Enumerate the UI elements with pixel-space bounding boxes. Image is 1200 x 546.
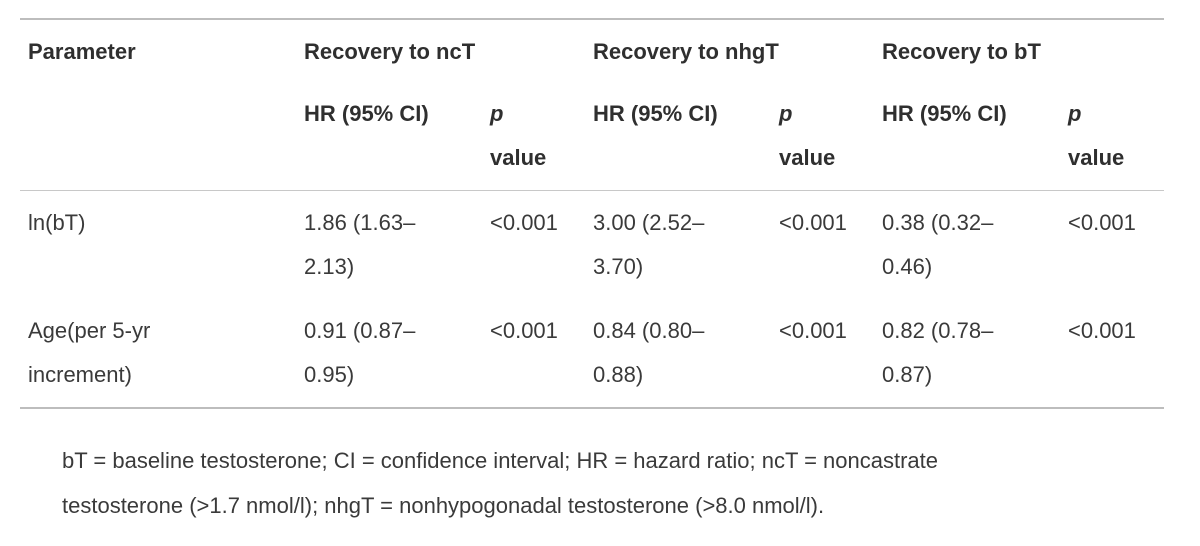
footnote-line: bT = baseline testosterone; CI = confide… — [62, 448, 939, 473]
header-sub-row: HR (95% CI) p value HR (95% CI) p value … — [20, 84, 1164, 190]
hr-cell: 0.82 (0.78– 0.87) — [882, 318, 994, 387]
hr-cell: 0.38 (0.32– 0.46) — [882, 210, 994, 279]
table-top-rule — [20, 18, 1164, 20]
hr-cell: 0.91 (0.87– 0.95) — [304, 318, 416, 387]
table-row: ln(bT) 1.86 (1.63– 2.13) <0.001 3.00 (2.… — [20, 191, 1164, 299]
header-hr-bt: HR (95% CI) — [882, 101, 1007, 126]
p-value-cell: <0.001 — [779, 318, 847, 343]
header-group-bt: Recovery to bT — [882, 39, 1041, 64]
p-value-cell: <0.001 — [490, 210, 558, 235]
header-group-nct: Recovery to ncT — [304, 39, 476, 64]
header-p-nct: p value — [490, 101, 547, 170]
table-footnote: bT = baseline testosterone; CI = confide… — [62, 438, 1142, 528]
p-value-cell: <0.001 — [1068, 318, 1136, 343]
header-p-nhgt: p value — [779, 101, 836, 170]
header-group-row: Parameter Recovery to ncT Recovery to nh… — [20, 20, 1164, 84]
footnote-line: testosterone (>1.7 nmol/l); nhgT = nonhy… — [62, 493, 825, 518]
header-hr-nhgt: HR (95% CI) — [593, 101, 718, 126]
hr-cell: 3.00 (2.52– 3.70) — [593, 210, 705, 279]
row-parameter: Age(per 5-yr increment) — [28, 318, 151, 387]
header-parameter: Parameter — [28, 39, 136, 64]
table-bottom-rule — [20, 407, 1164, 409]
header-group-nhgt: Recovery to nhgT — [593, 39, 779, 64]
hr-cell: 1.86 (1.63– 2.13) — [304, 210, 416, 279]
header-p-bt: p value — [1068, 101, 1125, 170]
p-value-cell: <0.001 — [490, 318, 558, 343]
results-table: Parameter Recovery to ncT Recovery to nh… — [20, 18, 1164, 409]
hr-cell: 0.84 (0.80– 0.88) — [593, 318, 705, 387]
header-hr-nct: HR (95% CI) — [304, 101, 429, 126]
header-bottom-rule — [20, 190, 1164, 191]
p-value-cell: <0.001 — [1068, 210, 1136, 235]
p-value-cell: <0.001 — [779, 210, 847, 235]
row-parameter: ln(bT) — [28, 210, 86, 235]
table-row: Age(per 5-yr increment) 0.91 (0.87– 0.95… — [20, 299, 1164, 407]
